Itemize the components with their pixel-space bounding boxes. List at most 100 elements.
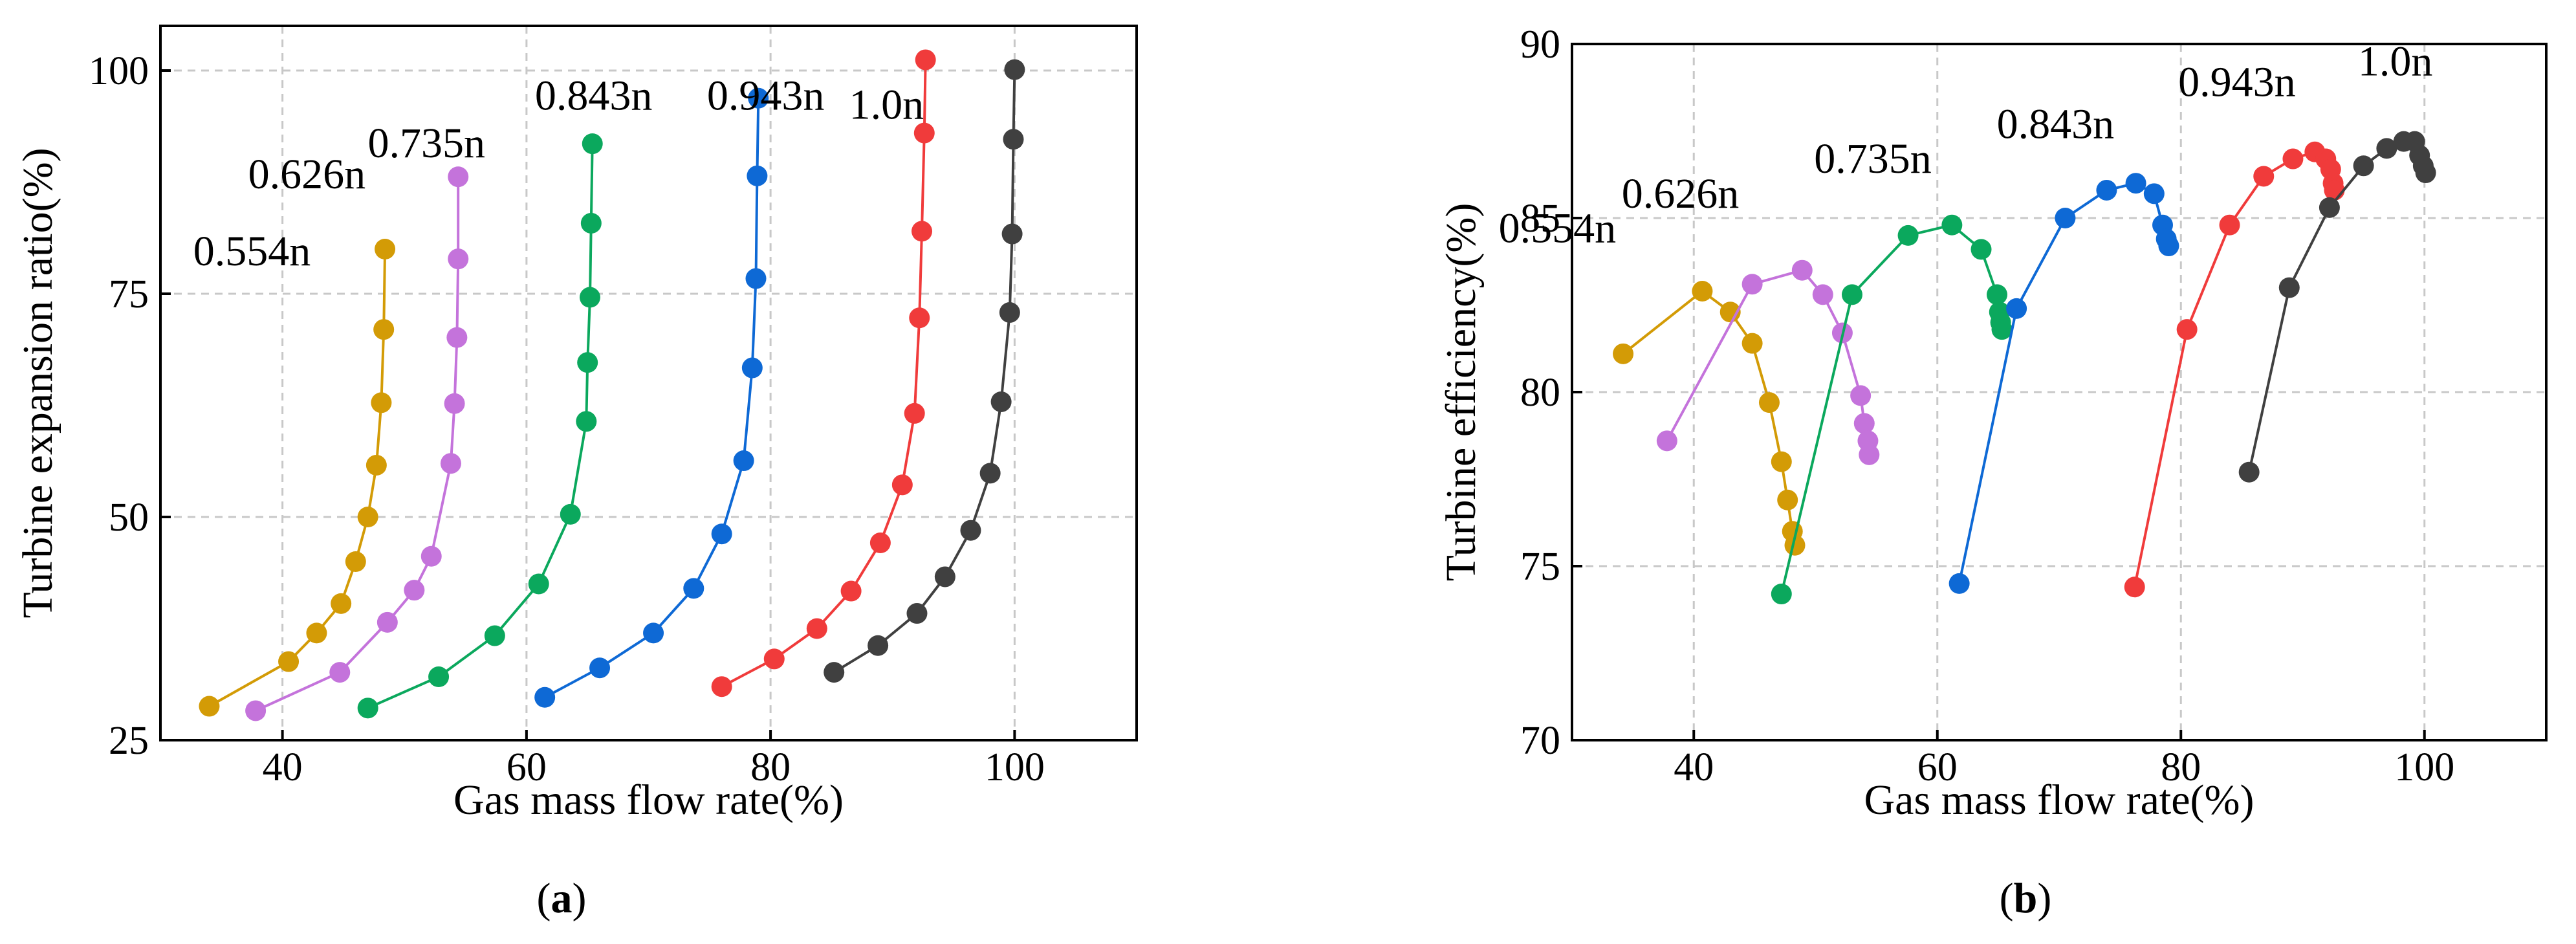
caption-letter: b — [2014, 875, 2038, 922]
data-point — [448, 248, 469, 270]
data-point — [1970, 239, 1992, 260]
x-tick-label: 100 — [985, 745, 1045, 789]
y-tick-label: 80 — [1520, 371, 1560, 415]
speed-label: 0.626n — [1622, 170, 1740, 217]
data-point — [576, 411, 597, 432]
data-point — [999, 302, 1020, 323]
data-point — [1656, 430, 1677, 452]
data-point — [711, 676, 732, 697]
y-axis-title: Turbine expansion ratio(%) — [14, 148, 61, 618]
speed-label: 1.0n — [849, 82, 924, 129]
y-tick-label: 85 — [1520, 197, 1560, 241]
x-tick-label: 80 — [2161, 745, 2201, 789]
data-point — [1784, 534, 1806, 556]
data-point — [840, 580, 862, 602]
data-point — [2096, 179, 2117, 201]
data-point — [484, 625, 505, 646]
data-point — [2143, 183, 2165, 204]
y-tick-label: 100 — [89, 49, 149, 93]
data-point — [1003, 129, 1024, 150]
speed-label: 0.843n — [1997, 100, 2115, 148]
data-point — [278, 651, 300, 672]
x-tick-label: 60 — [507, 745, 547, 789]
data-point — [1948, 573, 1970, 594]
series-0.735n — [357, 133, 603, 719]
data-point — [1859, 444, 1880, 465]
y-axis-title: Turbine efficiency(%) — [1437, 203, 1485, 582]
data-point — [1771, 584, 1792, 605]
data-point — [904, 402, 925, 424]
data-point — [2278, 277, 2300, 298]
panel-caption: (b) — [2000, 875, 2052, 922]
data-point — [1777, 489, 1798, 510]
data-point — [1004, 59, 1025, 80]
data-point — [199, 696, 220, 717]
series-0.626n — [245, 166, 469, 721]
data-point — [366, 454, 387, 476]
data-point — [420, 545, 442, 567]
data-point — [1613, 343, 1634, 364]
data-point — [448, 166, 469, 188]
data-point — [371, 392, 392, 413]
data-point — [643, 622, 664, 644]
panel-a-chart: 40 60 80 100 25 50 75 100 Gas mass flow rate(%) T… — [14, 25, 1138, 922]
x-tick-label: 100 — [2394, 745, 2454, 789]
data-point — [245, 700, 267, 721]
data-point — [2376, 138, 2397, 159]
data-point — [711, 523, 732, 545]
series-1.0n — [824, 59, 1025, 683]
series-1.0n — [2238, 131, 2436, 483]
series-line — [544, 98, 760, 699]
data-point — [357, 507, 378, 527]
caption-close-paren: ) — [2037, 875, 2051, 922]
data-point — [2238, 461, 2260, 483]
series-line — [1622, 289, 1796, 546]
data-point — [1897, 225, 1919, 246]
data-point — [824, 662, 845, 683]
data-point — [331, 593, 352, 614]
data-point — [2124, 576, 2145, 598]
series-0.554n — [199, 239, 396, 717]
data-point — [2006, 298, 2027, 319]
caption-close-paren: ) — [573, 875, 587, 922]
caption-letter: a — [551, 875, 573, 922]
x-tick-label: 40 — [263, 745, 303, 789]
data-point — [891, 474, 913, 496]
data-point — [934, 566, 955, 587]
speed-label: 0.943n — [707, 72, 825, 120]
data-point — [404, 580, 425, 601]
data-point — [534, 686, 556, 708]
panel-caption: (a) — [537, 875, 587, 922]
speed-label: 0.943n — [2178, 59, 2296, 106]
speed-label: 0.735n — [367, 120, 485, 167]
speed-label: 0.843n — [535, 72, 653, 120]
x-tick-label: 80 — [750, 745, 791, 789]
data-point — [428, 666, 450, 688]
y-tick-label: 25 — [109, 719, 149, 763]
series-line — [208, 248, 387, 708]
y-tick-label: 50 — [109, 496, 149, 540]
data-point — [377, 611, 398, 633]
series-line — [255, 177, 460, 712]
data-point — [373, 319, 395, 340]
data-point — [906, 603, 928, 624]
data-point — [345, 551, 366, 572]
series-line — [367, 144, 594, 710]
data-point — [580, 212, 602, 234]
data-point — [1758, 392, 1780, 413]
y-tick-label: 70 — [1520, 719, 1560, 763]
data-point — [579, 287, 600, 308]
panel-b-chart: 40 60 80 100 70 75 80 85 90 Gas mass flow rate(%)… — [1437, 23, 2548, 922]
data-point — [1791, 259, 1813, 281]
data-point — [960, 520, 981, 541]
x-tick-label: 60 — [1917, 745, 1958, 789]
data-point — [2055, 208, 2076, 228]
data-point — [446, 327, 468, 348]
speed-label: 0.554n — [1499, 205, 1617, 252]
caption-open-paren: ( — [2000, 875, 2014, 922]
data-point — [2282, 148, 2304, 170]
data-point — [560, 503, 581, 525]
data-point — [1986, 284, 2007, 305]
data-point — [1941, 214, 1963, 236]
data-point — [733, 450, 754, 472]
